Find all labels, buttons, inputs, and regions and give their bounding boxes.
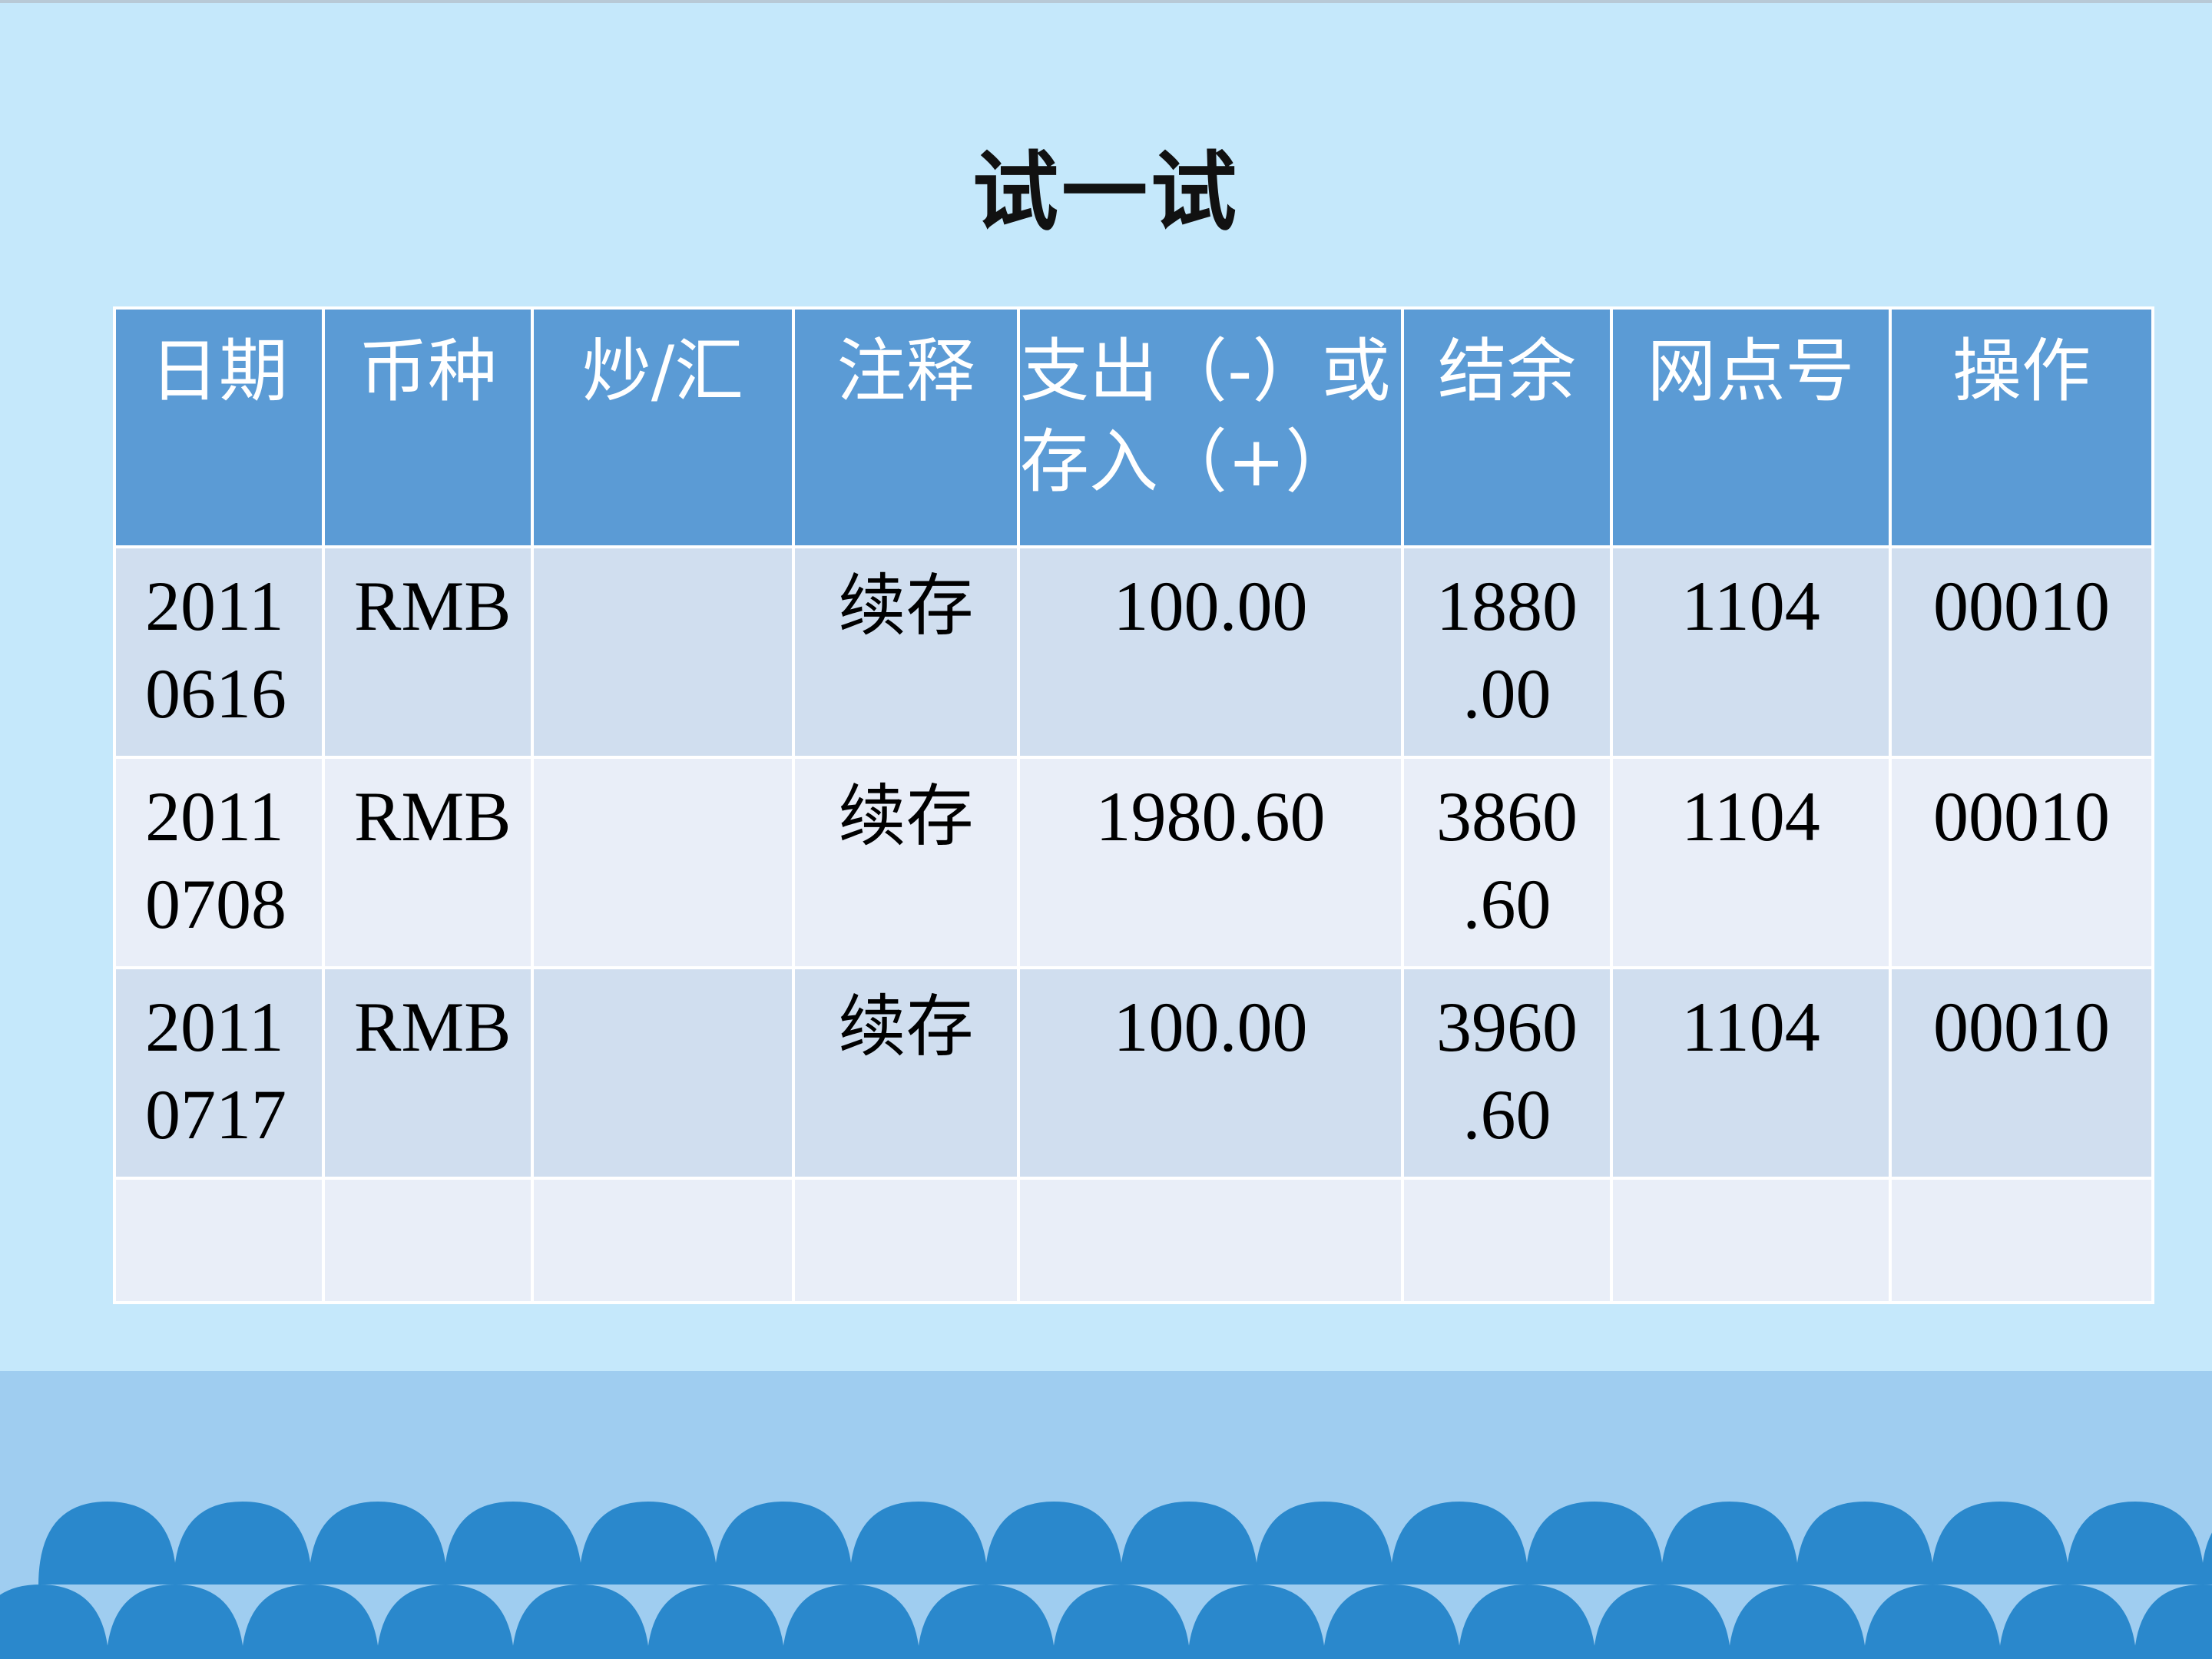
header-note: 注释 bbox=[792, 306, 1020, 548]
wave-arch-top bbox=[579, 1502, 717, 1586]
wave-arch-bottom bbox=[0, 1584, 109, 1659]
cell-operator: 00010 bbox=[1889, 966, 2154, 1180]
cell-balance: 3860 .60 bbox=[1401, 756, 1613, 969]
slide-title: 试一试 bbox=[972, 142, 1240, 243]
header-operator: 操作 bbox=[1889, 306, 2154, 548]
cell-currency: RMB bbox=[322, 545, 534, 759]
passbook-table: 日期 币种 炒/汇 注释 支出（-）或存入（+） 结余 网点号 操作 2011 … bbox=[113, 306, 2154, 1304]
wave-arch-top bbox=[1390, 1502, 1528, 1586]
wave-arch-top bbox=[1120, 1502, 1258, 1586]
wave-arch-bottom bbox=[2134, 1584, 2212, 1659]
wave-arch-top bbox=[1525, 1502, 1664, 1586]
cell-date: 2011 0616 bbox=[113, 545, 325, 759]
wave-arch-bottom bbox=[1863, 1584, 2002, 1659]
wave-arch-bottom bbox=[1323, 1584, 1461, 1659]
cell-note bbox=[792, 1177, 1020, 1304]
cell-operator: 00010 bbox=[1889, 545, 2154, 759]
table-row: 2011 0708 RMB 续存 1980.60 3860 .60 1104 00010 bbox=[113, 756, 2154, 969]
wave-arch-bottom bbox=[106, 1584, 244, 1659]
cell-amount: 100.00 bbox=[1017, 545, 1404, 759]
table-row: 2011 0616 RMB 续存 100.00 1880 .00 1104 00010 bbox=[113, 545, 2154, 759]
cell-currency: RMB bbox=[322, 966, 534, 1180]
wave-arch-bottom bbox=[647, 1584, 785, 1659]
header-type: 炒/汇 bbox=[531, 306, 795, 548]
cell-note: 续存 bbox=[792, 756, 1020, 969]
wave-arch-bottom bbox=[1998, 1584, 2137, 1659]
wave-arch-top bbox=[38, 1502, 177, 1586]
top-border bbox=[0, 0, 2212, 3]
wave-arch-bottom bbox=[917, 1584, 1055, 1659]
cell-date: 2011 0717 bbox=[113, 966, 325, 1180]
wave-arch-top bbox=[985, 1502, 1123, 1586]
cell-currency bbox=[322, 1177, 534, 1304]
cell-branch: 1104 bbox=[1610, 545, 1892, 759]
cell-date bbox=[113, 1177, 325, 1304]
cell-note: 续存 bbox=[792, 545, 1020, 759]
cell-date: 2011 0708 bbox=[113, 756, 325, 969]
wave-arch-top bbox=[174, 1502, 312, 1586]
cell-branch bbox=[1610, 1177, 1892, 1304]
cell-type bbox=[531, 545, 795, 759]
table-row: 2011 0717 RMB 续存 100.00 3960 .60 1104 00010 bbox=[113, 966, 2154, 1180]
cell-currency: RMB bbox=[322, 756, 534, 969]
cell-operator: 00010 bbox=[1889, 756, 2154, 969]
wave-arch-bottom bbox=[1593, 1584, 1731, 1659]
wave-arch-top bbox=[1796, 1502, 1934, 1586]
header-date: 日期 bbox=[113, 306, 325, 548]
cell-balance: 3960 .60 bbox=[1401, 966, 1613, 1180]
wave-arch-top bbox=[849, 1502, 988, 1586]
cell-branch: 1104 bbox=[1610, 756, 1892, 969]
table-row bbox=[113, 1177, 2154, 1304]
wave-arch-top bbox=[444, 1502, 582, 1586]
header-balance: 结余 bbox=[1401, 306, 1613, 548]
cell-type bbox=[531, 966, 795, 1180]
cell-amount: 1980.60 bbox=[1017, 756, 1404, 969]
wave-arch-bottom bbox=[782, 1584, 920, 1659]
cell-balance: 1880 .00 bbox=[1401, 545, 1613, 759]
cell-type bbox=[531, 1177, 795, 1304]
cell-type bbox=[531, 756, 795, 969]
header-amount: 支出（-）或存入（+） bbox=[1017, 306, 1404, 548]
wave-arch-bottom bbox=[1728, 1584, 1866, 1659]
wave-arch-bottom bbox=[512, 1584, 650, 1659]
wave-arch-top bbox=[1255, 1502, 1393, 1586]
header-branch: 网点号 bbox=[1610, 306, 1892, 548]
wave-arch-top bbox=[2201, 1532, 2212, 1586]
cell-branch: 1104 bbox=[1610, 966, 1892, 1180]
wave-arch-bottom bbox=[376, 1584, 515, 1659]
wave-arch-top bbox=[1661, 1502, 1799, 1586]
header-row: 日期 币种 炒/汇 注释 支出（-）或存入（+） 结余 网点号 操作 bbox=[113, 306, 2154, 548]
cell-amount bbox=[1017, 1177, 1404, 1304]
header-currency: 币种 bbox=[322, 306, 534, 548]
cell-note: 续存 bbox=[792, 966, 1020, 1180]
wave-arch-top bbox=[2066, 1502, 2204, 1586]
wave-arch-top bbox=[714, 1502, 853, 1586]
wave-arch-bottom bbox=[241, 1584, 379, 1659]
wave-decoration bbox=[0, 1502, 2212, 1659]
wave-arch-top bbox=[309, 1502, 447, 1586]
wave-arch-top bbox=[1931, 1502, 2069, 1586]
cell-operator bbox=[1889, 1177, 2154, 1304]
wave-arch-bottom bbox=[1052, 1584, 1190, 1659]
cell-balance bbox=[1401, 1177, 1613, 1304]
wave-arch-bottom bbox=[1187, 1584, 1326, 1659]
cell-amount: 100.00 bbox=[1017, 966, 1404, 1180]
wave-arch-bottom bbox=[1458, 1584, 1596, 1659]
